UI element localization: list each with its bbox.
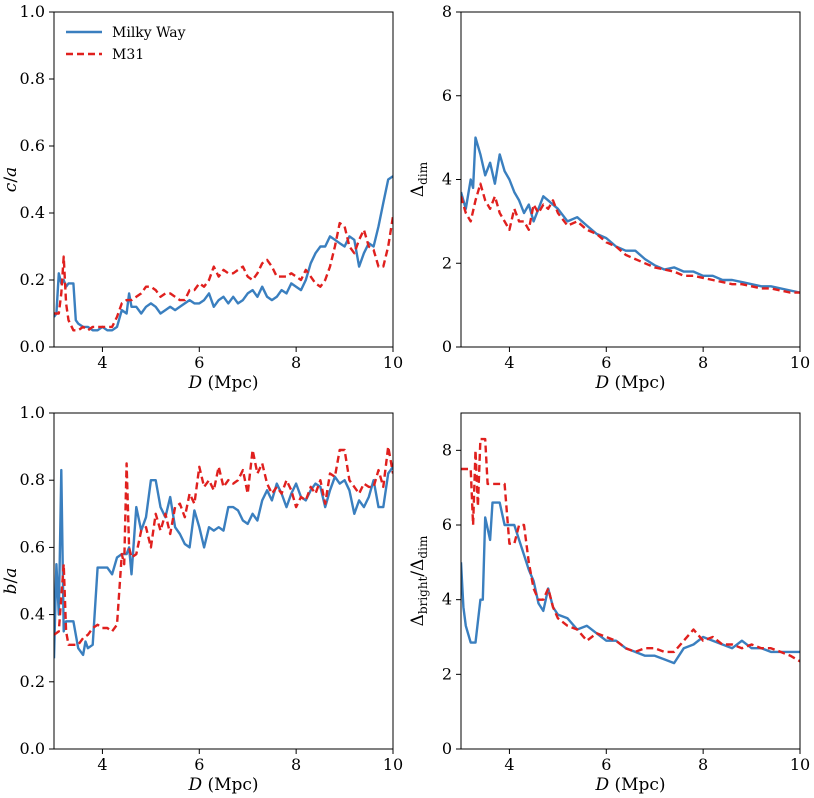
x-tick-label: 4	[504, 755, 514, 774]
y-tick-label: 1.0	[20, 2, 45, 21]
x-axis-label: D (Mpc)	[187, 775, 258, 795]
y-tick-label: 2	[442, 253, 452, 272]
series-line-milky-way	[54, 175, 393, 332]
x-tick-label: 6	[601, 353, 611, 372]
y-tick-label: 8	[442, 440, 452, 459]
y-tick-label: 0.8	[20, 69, 45, 88]
x-tick-label: 8	[291, 353, 301, 372]
y-tick-label: 2	[442, 664, 452, 683]
x-axis-label: D (Mpc)	[594, 775, 665, 795]
x-tick-label: 6	[601, 755, 611, 774]
axes-frame	[460, 11, 801, 348]
x-tick-label: 8	[698, 755, 708, 774]
y-tick-label: 0.2	[20, 270, 45, 289]
y-tick-label: 0	[442, 739, 452, 758]
x-axis-label: D (Mpc)	[187, 373, 258, 393]
y-axis-label: Δdim	[408, 161, 430, 197]
y-tick-label: 1.0	[20, 403, 45, 422]
series-line-m31	[461, 182, 800, 294]
legend-label: Milky Way	[112, 25, 186, 41]
panel-bottom-right: 4 6 8 10 0 2 4 6 8 D (Mpc) Δbright/Δdim	[408, 412, 810, 795]
x-tick-label: 10	[383, 755, 403, 774]
x-tick-label: 4	[97, 353, 107, 372]
panel-bottom-left: 4 6 8 10 0.0 0.2 0.4 0.6 0.8 1.0 D (Mpc) b/a	[1, 403, 403, 795]
series-line-milky-way	[461, 501, 800, 665]
series-line-m31	[461, 437, 800, 663]
x-tick-label: 6	[194, 353, 204, 372]
x-tick-label: 10	[790, 353, 810, 372]
y-tick-label: 0.4	[20, 203, 45, 222]
y-tick-label: 0.6	[20, 136, 45, 155]
legend: Milky Way M31	[66, 25, 186, 63]
y-tick-label: 0.0	[20, 337, 45, 356]
y-tick-label: 0.0	[20, 739, 45, 758]
y-tick-label: 6	[442, 515, 452, 534]
y-tick-label: 6	[442, 86, 452, 105]
x-tick-label: 4	[504, 353, 514, 372]
panel-top-right: 4 6 8 10 0 2 4 6 8 D (Mpc) Δdim	[408, 2, 810, 393]
legend-label: M31	[112, 47, 144, 63]
y-tick-label: 0.4	[20, 605, 45, 624]
y-axis-label: Δbright/Δdim	[408, 535, 430, 626]
axes-frame	[53, 412, 394, 750]
axes-frame	[53, 11, 394, 348]
panel-top-left: 4 6 8 10 0.0 0.2 0.4 0.6 0.8 1.0 D (Mpc) c/a Milky W…	[1, 2, 403, 393]
y-tick-label: 4	[442, 170, 452, 189]
y-tick-label: 8	[442, 2, 452, 21]
axes-frame	[460, 412, 801, 750]
y-tick-label: 0.6	[20, 537, 45, 556]
x-tick-label: 6	[194, 755, 204, 774]
y-tick-label: 0	[442, 337, 452, 356]
y-axis-label: c/a	[1, 167, 21, 192]
y-tick-label: 4	[442, 590, 452, 609]
series-line-m31	[54, 216, 393, 332]
series-line-milky-way	[54, 466, 393, 659]
x-tick-label: 8	[291, 755, 301, 774]
x-tick-label: 8	[698, 353, 708, 372]
y-tick-label: 0.2	[20, 672, 45, 691]
series-line-m31	[54, 445, 393, 646]
series-line-milky-way	[461, 136, 800, 294]
x-tick-label: 10	[790, 755, 810, 774]
x-tick-label: 4	[97, 755, 107, 774]
x-tick-label: 10	[383, 353, 403, 372]
y-axis-label: b/a	[1, 568, 21, 595]
y-tick-label: 0.8	[20, 470, 45, 489]
x-axis-label: D (Mpc)	[594, 373, 665, 393]
